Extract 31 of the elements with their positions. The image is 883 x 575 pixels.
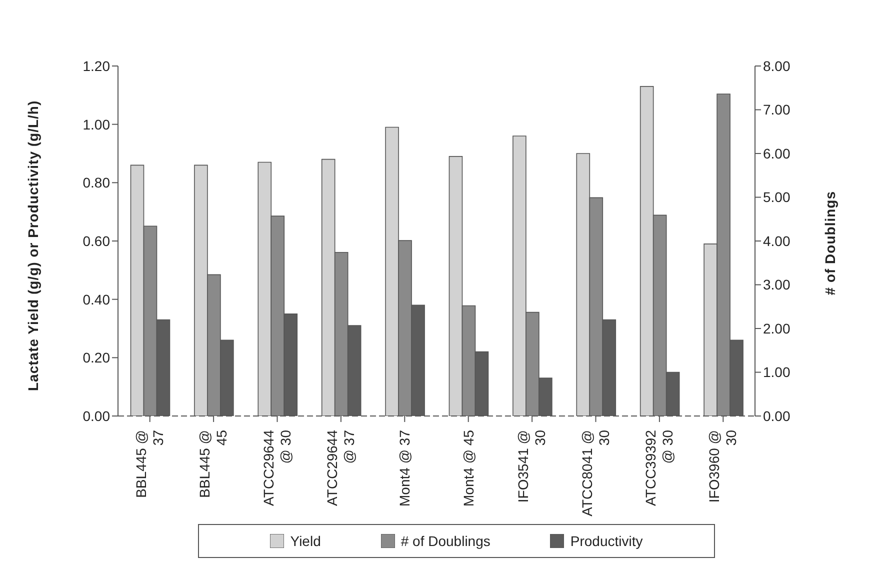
x-tick-label: ATCC29644 @ 30 — [260, 430, 294, 506]
x-tick-label: Mont4 @ 45 — [460, 430, 476, 506]
y2-tick-label: 7.00 — [763, 102, 790, 118]
y-tick-label: 0.00 — [82, 408, 110, 424]
y-tick-label: 1.00 — [82, 116, 110, 132]
legend-label: Productivity — [569, 533, 643, 549]
y2-tick-label: 3.00 — [763, 276, 790, 293]
x-tick-label: BBL445 @ 45 — [196, 430, 230, 498]
y-tick-label: 0.60 — [82, 232, 110, 249]
x-tick-label: ATCC29644 @ 37 — [324, 430, 357, 506]
y2-axis-title: # of Doublings — [822, 191, 838, 296]
y2-tick-label: 6.00 — [763, 145, 790, 162]
legend-label: Yield — [289, 533, 321, 549]
y2-tick-label: 2.00 — [763, 320, 790, 336]
y-tick-label: 0.80 — [82, 174, 110, 191]
y-axis-title: Lactate Yield (g/g) or Productivity (g/L/h) — [24, 100, 41, 391]
y2-tick-label: 1.00 — [763, 364, 790, 380]
y-tick-label: 1.20 — [82, 58, 110, 74]
x-tick-label: ATCC8041 @ 30 — [578, 430, 612, 516]
y2-tick-label: 0.00 — [763, 408, 790, 424]
x-tick-label: BBL445 @ 37 — [132, 430, 166, 498]
legend-label: # of Doublings — [400, 533, 490, 549]
y-tick-label: 0.20 — [82, 350, 110, 366]
x-tick-label: ATCC39392 @ 30 — [642, 430, 676, 506]
y2-tick-label: 4.00 — [763, 232, 790, 249]
x-tick-label: IFO3960 @ 30 — [706, 430, 740, 503]
y2-tick-label: 5.00 — [763, 189, 790, 206]
y-tick-label: 0.40 — [82, 291, 110, 308]
x-tick-label: IFO3541 @ 30 — [515, 430, 548, 503]
x-tick-label: Mont4 @ 37 — [396, 430, 413, 506]
y2-tick-label: 8.00 — [763, 58, 790, 74]
